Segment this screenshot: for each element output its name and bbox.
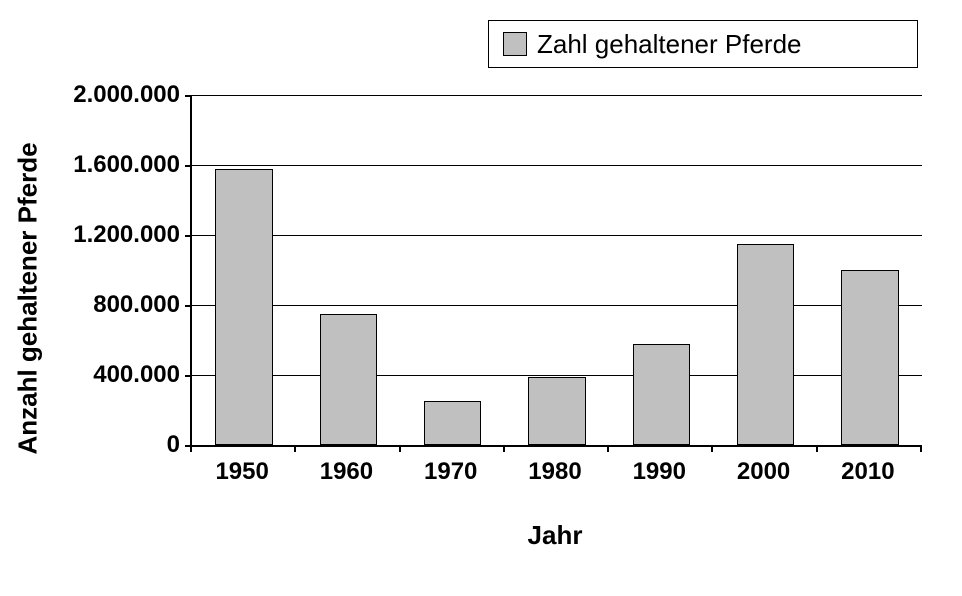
x-tick-mark [399,445,401,452]
legend-swatch [503,32,527,56]
y-axis-title: Anzahl gehaltener Pferde [13,142,44,454]
x-tick-mark [190,445,192,452]
x-tick-label: 2010 [841,458,894,486]
gridline [192,235,922,236]
x-tick-label: 1990 [633,458,686,486]
y-tick-label: 400.000 [60,361,180,389]
y-tick-mark [185,95,192,97]
y-tick-label: 2.000.000 [60,81,180,109]
x-tick-label: 1950 [215,458,268,486]
y-tick-mark [185,235,192,237]
gridline [192,305,922,306]
x-axis-title: Jahr [190,520,920,551]
bar [841,270,898,445]
x-tick-mark [607,445,609,452]
gridline [192,95,922,96]
x-tick-label: 1980 [528,458,581,486]
y-tick-mark [185,305,192,307]
x-tick-label: 1960 [320,458,373,486]
y-tick-label: 0 [60,431,180,459]
legend-label: Zahl gehaltener Pferde [537,29,802,60]
bar [737,244,794,445]
x-tick-mark [294,445,296,452]
x-tick-mark [920,445,922,452]
x-tick-mark [816,445,818,452]
x-tick-mark [711,445,713,452]
bar [528,377,585,445]
y-tick-label: 1.200.000 [60,221,180,249]
bar [424,401,481,445]
plot-area [190,95,922,447]
x-tick-mark [503,445,505,452]
y-axis-title-wrap: Anzahl gehaltener Pferde [8,0,48,596]
chart-container: Anzahl gehaltener Pferde Zahl gehaltener… [0,0,962,596]
y-tick-mark [185,165,192,167]
y-tick-label: 800.000 [60,291,180,319]
x-tick-label: 2000 [737,458,790,486]
gridline [192,165,922,166]
bar [633,344,690,446]
y-tick-mark [185,375,192,377]
legend: Zahl gehaltener Pferde [488,20,918,68]
bar [320,314,377,445]
y-tick-label: 1.600.000 [60,151,180,179]
bar [215,169,272,446]
x-tick-label: 1970 [424,458,477,486]
